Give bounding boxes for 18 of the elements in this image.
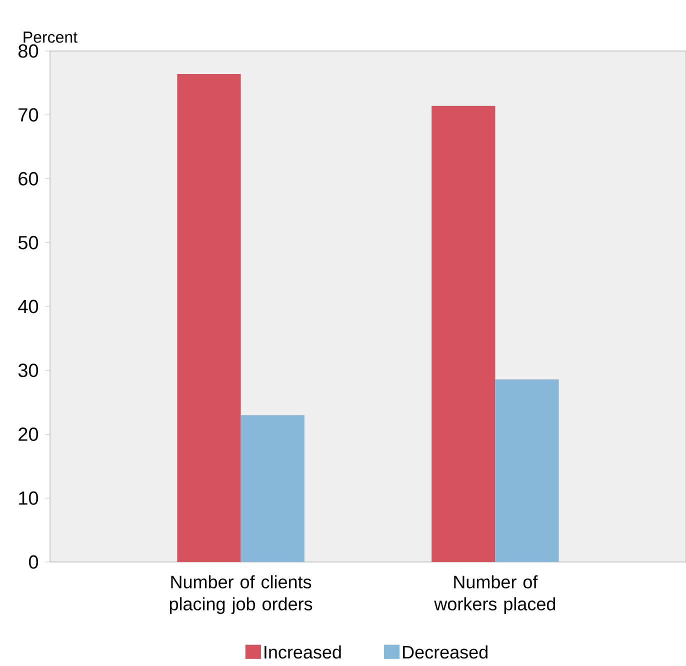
x-tick-label: Number of workers placed (434, 575, 556, 614)
y-tick-label: 20 (18, 428, 38, 441)
y-tick-label: 60 (18, 172, 38, 186)
bar (177, 74, 241, 562)
y-axis-title: Percent (24, 32, 78, 43)
legend-label: Decreased (403, 645, 488, 659)
y-tick-label: 0 (28, 555, 38, 569)
y-tick-label: 10 (19, 491, 38, 505)
y-tick-label: 70 (18, 108, 38, 122)
x-tick-label: Number of clients placing job orders (170, 575, 312, 614)
y-tick-label: 40 (18, 300, 38, 314)
bar (432, 106, 496, 562)
y-tick-label: 50 (18, 236, 38, 250)
y-tick-label: 30 (18, 364, 38, 378)
y-tick-label: 80 (18, 44, 38, 58)
bar (495, 379, 559, 562)
bar (240, 415, 304, 562)
legend-label: Increased (264, 645, 341, 659)
